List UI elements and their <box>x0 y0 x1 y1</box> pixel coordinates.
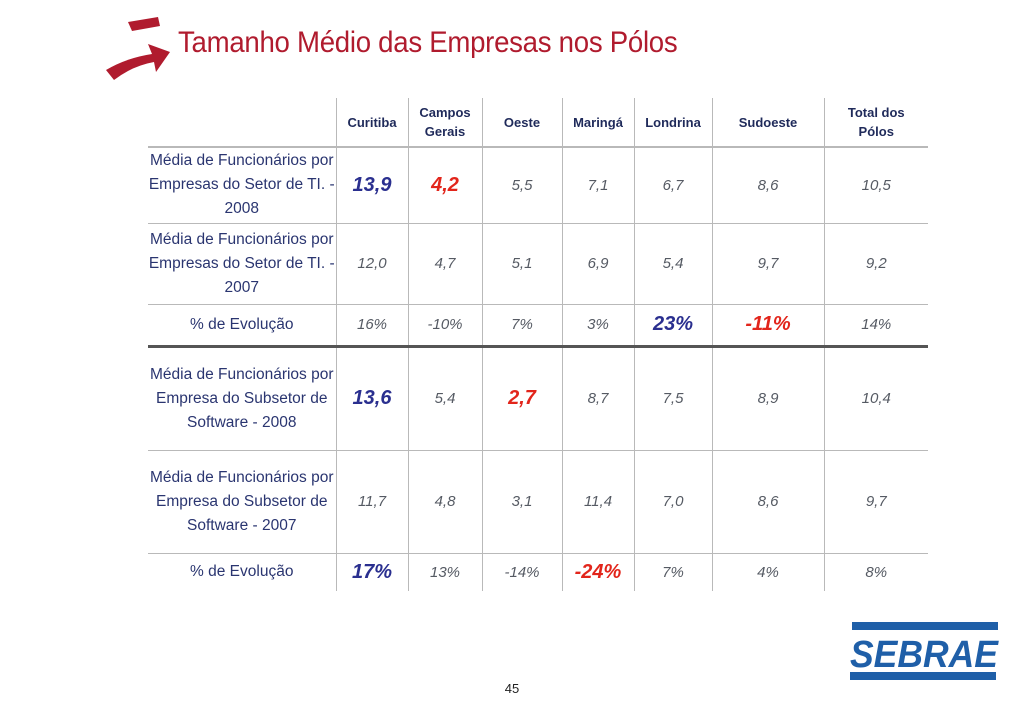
table-cell: 16% <box>335 304 408 348</box>
table-cell: 4% <box>711 553 824 591</box>
column-header-campos-gerais: Campos Gerais <box>407 98 482 148</box>
table-cell: 8,7 <box>561 346 634 451</box>
table-cell: -14% <box>481 553 562 591</box>
table-cell: 4,7 <box>407 223 482 305</box>
table-cell: 13,9 <box>335 147 408 224</box>
table-cell: 7% <box>633 553 712 591</box>
row-label: Média de Funcionários por Empresas do Se… <box>148 223 336 305</box>
column-header-sudoeste: Sudoeste <box>711 98 824 148</box>
sebrae-logo: SEBRAE <box>850 622 1000 680</box>
table-cell: 5,1 <box>481 223 562 305</box>
table-cell: 7% <box>481 304 562 348</box>
table-cell: 10,4 <box>823 346 928 451</box>
header-empty <box>148 98 336 148</box>
table-cell: 7,0 <box>633 450 712 554</box>
table-row: Média de Funcionários por Empresas do Se… <box>148 147 928 224</box>
table-cell: 8,9 <box>711 346 824 451</box>
table-cell: -10% <box>407 304 482 348</box>
data-table: Curitiba Campos Gerais Oeste Maringá Lon… <box>148 98 928 591</box>
row-label: % de Evolução <box>190 563 294 581</box>
red-arrow-icon <box>106 17 170 80</box>
table-cell: 8% <box>823 553 928 591</box>
table-cell: 17% <box>335 553 408 591</box>
table-cell: 11,7 <box>335 450 408 554</box>
table-row: % de Evolução 17% 13% -14% -24% 7% 4% 8% <box>148 553 928 591</box>
table-cell: 5,4 <box>633 223 712 305</box>
table-cell: 11,4 <box>561 450 634 554</box>
column-header-oeste: Oeste <box>481 98 562 148</box>
page-title: Tamanho Médio das Empresas nos Pólos <box>178 26 678 59</box>
table-cell: -11% <box>711 304 824 348</box>
table-cell: 4,2 <box>407 147 482 224</box>
table-row: Média de Funcionários por Empresa do Sub… <box>148 450 928 554</box>
table-cell: 13% <box>407 553 482 591</box>
table-row: Média de Funcionários por Empresa do Sub… <box>148 346 928 451</box>
table-cell: 6,9 <box>561 223 634 305</box>
table-cell: 7,1 <box>561 147 634 224</box>
column-header-total: Total dos Pólos <box>823 98 928 148</box>
row-label: % de Evolução <box>148 304 336 348</box>
page-number: 45 <box>504 681 520 696</box>
table-row: Média de Funcionários por Empresas do Se… <box>148 223 928 305</box>
row-label: Média de Funcionários por Empresa do Sub… <box>148 450 336 554</box>
table-cell: 8,6 <box>711 450 824 554</box>
row-label: Média de Funcionários por Empresas do Se… <box>148 147 336 224</box>
table-cell: 14% <box>823 304 928 348</box>
table-cell: 7,5 <box>633 346 712 451</box>
table-cell: 13,6 <box>335 346 408 451</box>
table-cell: 3% <box>561 304 634 348</box>
row-label: Média de Funcionários por Empresa do Sub… <box>148 346 336 451</box>
table-cell: 4,8 <box>407 450 482 554</box>
table-cell: 12,0 <box>335 223 408 305</box>
table-cell: 5,4 <box>407 346 482 451</box>
table-cell: 23% <box>633 304 712 348</box>
header-row: Curitiba Campos Gerais Oeste Maringá Lon… <box>148 98 928 148</box>
column-header-curitiba: Curitiba <box>335 98 408 148</box>
column-header-maringa: Maringá <box>561 98 634 148</box>
table-cell: 6,7 <box>633 147 712 224</box>
table-cell: 10,5 <box>823 147 928 224</box>
table-row: % de Evolução 16% -10% 7% 3% 23% -11% 14… <box>148 304 928 348</box>
table-cell: 9,7 <box>711 223 824 305</box>
table-cell: 9,7 <box>823 450 928 554</box>
table-cell: 5,5 <box>481 147 562 224</box>
table-cell: 2,7 <box>481 346 562 451</box>
logo-text: SEBRAE <box>850 634 1000 676</box>
table-cell: 8,6 <box>711 147 824 224</box>
column-header-londrina: Londrina <box>633 98 712 148</box>
table-cell: 9,2 <box>823 223 928 305</box>
table-cell: 3,1 <box>481 450 562 554</box>
table-cell: -24% <box>561 553 634 591</box>
